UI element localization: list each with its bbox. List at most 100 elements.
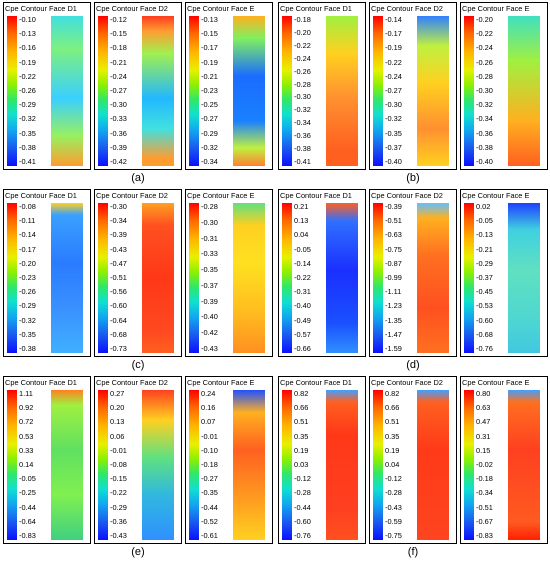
subfigure-label: (c) xyxy=(131,359,145,371)
panel-title: Cpe Contour Face E xyxy=(462,378,530,387)
panel-title: Cpe Contour Face E xyxy=(187,378,255,387)
colorbar-tick-label: -0.68 xyxy=(110,329,127,339)
colorbar-tick-label: 0.51 xyxy=(385,417,400,427)
colorbar-tick-label: -0.73 xyxy=(110,344,127,353)
colorbar-ticks: -0.39 -0.51 -0.63 -0.75 -0.87 -0.99 -1.11 -1.23… xyxy=(385,203,415,353)
colorbar-tick-label: -0.57 xyxy=(294,329,311,339)
colorbar xyxy=(373,16,383,166)
subfigure-label: (d) xyxy=(406,359,420,371)
colorbar-tick-label: -0.34 xyxy=(110,216,127,226)
contour-panel: Cpe Contour Face E 0.80 0.63 0.47 0.31 0.15 -0… xyxy=(460,376,548,544)
colorbar-tick-label: -0.27 xyxy=(201,474,218,484)
contour-panel: Cpe Contour Face D2 -0.39 -0.51 -0.63 -0.75-… xyxy=(369,189,457,357)
figure-group: Cpe Contour Face D1 -0.18 -0.20 -0.22 -0.24-… xyxy=(275,0,550,185)
colorbar-tick-label: 0.19 xyxy=(385,445,400,455)
contour-plot xyxy=(142,16,174,166)
colorbar-ticks: 1.11 0.92 0.72 0.53 0.33 0.14 -0.05 -0.25 -0.44 -… xyxy=(19,390,49,540)
contour-panel: Cpe Contour Face D1 1.11 0.92 0.72 0.53 0.33 0… xyxy=(3,376,91,544)
colorbar-tick-label: -0.36 xyxy=(110,516,127,526)
colorbar-tick-label: -0.35 xyxy=(201,265,218,275)
colorbar-tick-label: -0.12 xyxy=(385,474,402,484)
colorbar-tick-label: -0.37 xyxy=(201,280,218,290)
colorbar-tick-label: 0.27 xyxy=(110,389,125,398)
colorbar-tick-label: -0.21 xyxy=(201,71,218,81)
colorbar xyxy=(98,16,108,166)
colorbar-tick-label: -0.27 xyxy=(385,86,402,95)
contour-panel: Cpe Contour Face D1 -0.08 -0.11 -0.14 -0.17-… xyxy=(3,189,91,357)
colorbar-tick-label: -0.11 xyxy=(19,216,36,226)
colorbar-tick-label: -0.56 xyxy=(110,287,127,297)
colorbar-tick-label: -0.40 xyxy=(294,301,311,311)
colorbar-ticks: 0.21 0.13 0.04 -0.05 -0.14 -0.22 -0.31 -0.40 -0.… xyxy=(294,203,324,353)
colorbar-tick-label: 0.47 xyxy=(476,417,491,427)
colorbar-tick-label: -0.10 xyxy=(201,445,218,455)
colorbar-ticks: -0.18 -0.20 -0.22 -0.24 -0.26 -0.28 -0.30 -0.32… xyxy=(294,16,324,166)
contour-panel: Cpe Contour Face E -0.20 -0.22 -0.24 -0.26 -0… xyxy=(460,2,548,170)
contour-panel: Cpe Contour Face D1 -0.18 -0.20 -0.22 -0.24-… xyxy=(278,2,366,170)
colorbar-tick-label: -0.21 xyxy=(476,244,493,254)
colorbar-tick-label: -0.33 xyxy=(110,114,127,124)
colorbar-tick-label: -0.24 xyxy=(385,71,402,81)
colorbar-tick-label: -0.20 xyxy=(476,15,493,24)
colorbar-tick-label: -0.17 xyxy=(19,244,36,254)
colorbar-tick-label: -0.10 xyxy=(19,15,36,24)
colorbar-tick-label: -0.22 xyxy=(294,40,311,50)
colorbar xyxy=(373,390,383,540)
panel-title: Cpe Contour Face E xyxy=(187,4,255,13)
colorbar-tick-label: 0.15 xyxy=(476,445,491,455)
colorbar-tick-label: 0.92 xyxy=(19,403,34,413)
colorbar-tick-label: -0.67 xyxy=(476,516,493,526)
colorbar-tick-label: -0.02 xyxy=(476,460,493,469)
colorbar-tick-label: -1.59 xyxy=(385,344,402,353)
colorbar-tick-label: -0.29 xyxy=(19,301,36,311)
colorbar-ticks: -0.28 -0.30 -0.31 -0.33 -0.35 -0.37 -0.39 -0.40… xyxy=(201,203,231,353)
colorbar xyxy=(373,203,383,353)
colorbar xyxy=(7,203,17,353)
contour-plot xyxy=(326,16,358,166)
subfigure-label: (b) xyxy=(406,172,420,184)
panel-title: Cpe Contour Face D2 xyxy=(371,378,443,387)
panel-title: Cpe Contour Face D2 xyxy=(96,378,168,387)
colorbar-tick-label: -0.28 xyxy=(385,488,402,498)
colorbar-tick-label: 0.82 xyxy=(385,389,400,398)
colorbar-tick-label: 0.02 xyxy=(476,202,491,211)
contour-plot xyxy=(326,390,358,540)
colorbar-tick-label: 0.66 xyxy=(385,403,400,413)
colorbar-tick-label: -0.35 xyxy=(19,128,36,138)
colorbar-tick-label: 0.06 xyxy=(110,431,125,441)
colorbar-tick-label: -0.37 xyxy=(476,273,493,282)
colorbar-tick-label: 0.35 xyxy=(294,431,309,441)
colorbar-tick-label: -0.28 xyxy=(201,202,218,211)
colorbar-tick-label: -0.40 xyxy=(476,157,493,166)
colorbar-tick-label: -0.25 xyxy=(201,100,218,110)
colorbar-tick-label: 0.20 xyxy=(110,403,125,413)
colorbar xyxy=(464,203,474,353)
colorbar xyxy=(464,16,474,166)
colorbar-ticks: 0.80 0.63 0.47 0.31 0.15 -0.02 -0.18 -0.34 -0.51… xyxy=(476,390,506,540)
colorbar-tick-label: -0.18 xyxy=(110,43,127,53)
colorbar xyxy=(282,16,292,166)
colorbar-tick-label: -0.31 xyxy=(294,287,311,297)
colorbar-tick-label: 0.13 xyxy=(294,216,309,226)
colorbar-tick-label: -0.44 xyxy=(19,502,36,512)
colorbar-tick-label: -0.53 xyxy=(476,301,493,311)
contour-panel: Cpe Contour Face D1 0.82 0.66 0.51 0.35 0.19 0… xyxy=(278,376,366,544)
colorbar-tick-label: -0.35 xyxy=(201,488,218,498)
colorbar-tick-label: -0.75 xyxy=(385,244,402,254)
contour-plot xyxy=(417,16,449,166)
colorbar-tick-label: -0.99 xyxy=(385,273,402,282)
colorbar xyxy=(189,390,199,540)
colorbar-tick-label: -0.08 xyxy=(110,460,127,469)
colorbar-tick-label: -0.30 xyxy=(294,92,311,102)
panel-title: Cpe Contour Face D2 xyxy=(96,191,168,200)
colorbar-tick-label: -0.17 xyxy=(201,43,218,53)
colorbar-tick-label: -0.22 xyxy=(476,29,493,39)
contour-plot xyxy=(326,203,358,353)
colorbar-tick-label: -0.42 xyxy=(110,157,127,166)
colorbar-tick-label: -0.61 xyxy=(201,531,218,540)
contour-plot xyxy=(233,390,265,540)
colorbar-tick-label: -0.38 xyxy=(476,142,493,152)
colorbar-tick-label: -0.29 xyxy=(201,128,218,138)
colorbar-tick-label: -0.19 xyxy=(201,57,218,67)
colorbar-tick-label: -0.44 xyxy=(201,502,218,512)
